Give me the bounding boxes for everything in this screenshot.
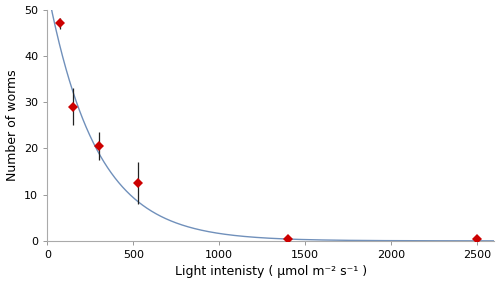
X-axis label: Light intenisty ( μmol m⁻² s⁻¹ ): Light intenisty ( μmol m⁻² s⁻¹ )	[175, 266, 367, 278]
Y-axis label: Number of worms: Number of worms	[6, 69, 18, 181]
